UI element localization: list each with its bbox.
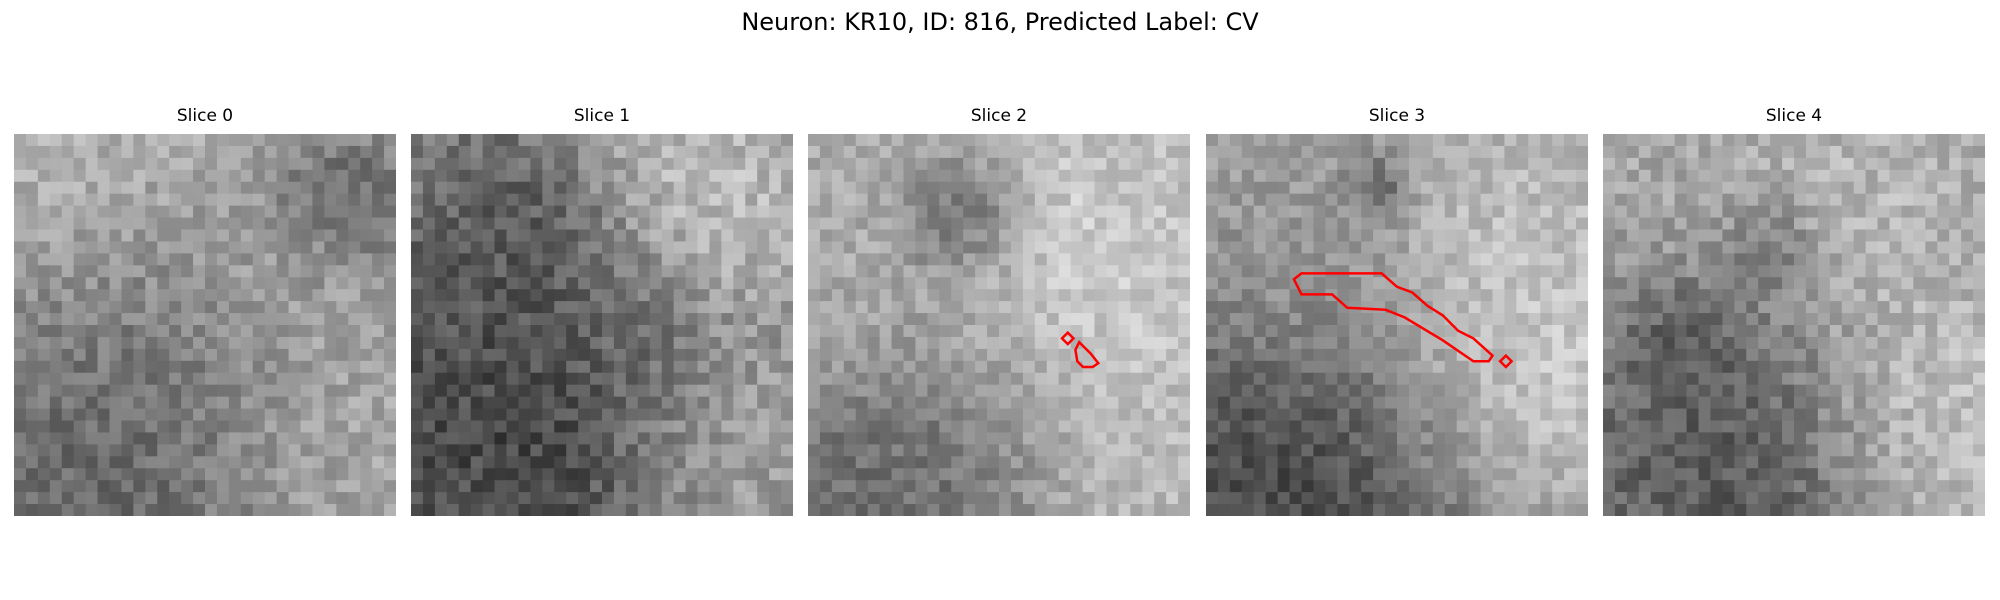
pixel-grid (808, 134, 1190, 516)
contour-overlay (1060, 330, 1076, 346)
slice-panel-0: Slice 0 (14, 106, 396, 516)
slice-title: Slice 0 (176, 106, 234, 126)
pixel-grid (411, 134, 793, 516)
slice-panel-4: Slice 4 (1603, 106, 1985, 516)
pixel-grid (1603, 134, 1985, 516)
slice-image (1603, 134, 1985, 516)
slice-title: Slice 1 (573, 106, 631, 126)
contour-overlay (1498, 353, 1514, 369)
pixel-grid (14, 134, 396, 516)
slice-image (1206, 134, 1588, 516)
contour-overlay (1292, 272, 1495, 363)
slice-title: Slice 4 (1765, 106, 1823, 126)
figure-title: Neuron: KR10, ID: 816, Predicted Label: … (741, 8, 1259, 36)
contour-overlay (1074, 340, 1101, 369)
pixel-grid (1206, 134, 1588, 516)
slice-panel-3: Slice 3 (1206, 106, 1588, 516)
slice-panel-2: Slice 2 (808, 106, 1190, 516)
slice-image (808, 134, 1190, 516)
slice-image (14, 134, 396, 516)
slice-title: Slice 2 (970, 106, 1028, 126)
slice-panel-1: Slice 1 (411, 106, 793, 516)
slice-image (411, 134, 793, 516)
slice-title: Slice 3 (1368, 106, 1426, 126)
